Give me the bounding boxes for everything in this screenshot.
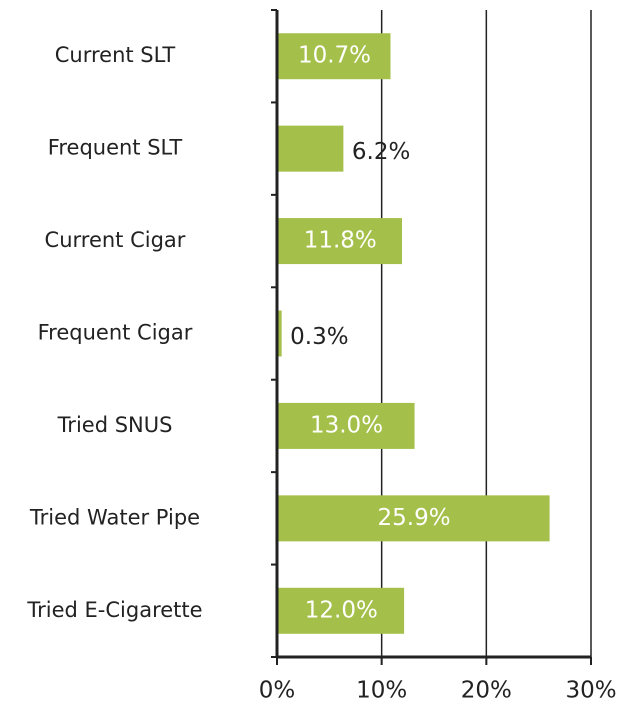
x-tick-label: 20%	[461, 678, 512, 704]
bar	[278, 218, 403, 265]
bar	[278, 310, 282, 357]
bar	[278, 125, 344, 172]
x-tick-label: 10%	[356, 678, 407, 704]
bar	[278, 402, 415, 449]
category-label: Tried Water Pipe	[29, 505, 200, 529]
value-label: 13.0%	[310, 412, 383, 438]
value-label: 11.8%	[304, 228, 377, 254]
category-label: Current SLT	[55, 43, 176, 67]
value-label: 25.9%	[378, 505, 451, 531]
value-label: 12.0%	[305, 597, 378, 623]
category-label: Current Cigar	[45, 228, 186, 252]
bar	[278, 587, 405, 634]
x-tick-label: 0%	[259, 678, 296, 704]
bar	[278, 33, 391, 80]
category-label: Tried E-Cigarette	[26, 598, 202, 622]
category-label: Tried SNUS	[57, 413, 173, 437]
value-label: 10.7%	[298, 43, 371, 69]
category-label: Frequent SLT	[48, 136, 183, 160]
value-label: 0.3%	[290, 324, 348, 350]
bar	[278, 495, 550, 542]
value-label: 6.2%	[352, 139, 410, 165]
category-label: Frequent Cigar	[38, 321, 193, 345]
x-tick-label: 30%	[565, 678, 616, 704]
